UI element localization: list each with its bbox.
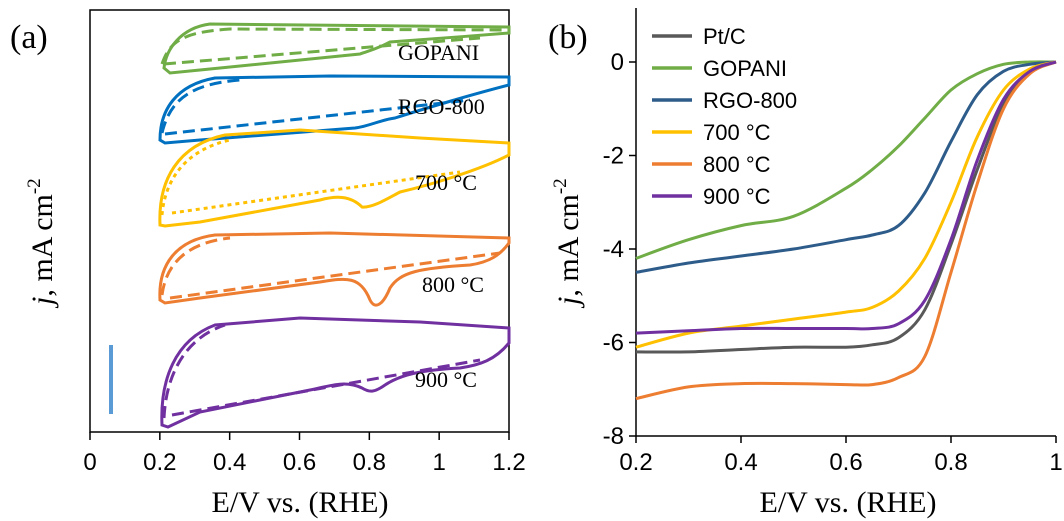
series-gopani-cv bbox=[160, 22, 511, 75]
panel-b-y-tick-label: -6 bbox=[603, 330, 624, 357]
label-700c: 700 °C bbox=[415, 170, 477, 195]
panel-a-x-axis: 0 0.2 0.4 0.6 0.8 1 1.2 bbox=[83, 432, 526, 476]
panel-b-y-label: j, mA cm-2 bbox=[550, 178, 585, 309]
legend-label-pt-c: Pt/C bbox=[703, 24, 746, 49]
panel-a-x-label: E/V vs. (RHE) bbox=[212, 486, 389, 519]
label-gopani: GOPANI bbox=[398, 40, 479, 65]
panel-b-letter: (b) bbox=[548, 19, 588, 56]
panel-a-x-tick-label: 1.2 bbox=[492, 449, 525, 476]
panel-a-x-tick-label: 0.4 bbox=[213, 449, 246, 476]
panel-b-axes: 0 -2 -4 -6 -80.2 0.4 0.6 0.8 1 bbox=[603, 8, 1063, 476]
panel-b-lines bbox=[635, 60, 1057, 401]
label-800c: 800 °C bbox=[422, 272, 484, 297]
panel-b-x-label: E/V vs. (RHE) bbox=[760, 486, 937, 519]
gopani-cv-dashed bbox=[160, 27, 510, 66]
line-800-c bbox=[635, 60, 1057, 401]
panel-a-y-label: j, mA cm-2 bbox=[24, 178, 59, 309]
line-700-c bbox=[635, 60, 1057, 349]
700c-cv-dotted bbox=[160, 138, 461, 216]
panel-a-x-tick-label: 1 bbox=[432, 449, 445, 476]
800c-cv-dashed bbox=[160, 236, 501, 300]
label-900c: 900 °C bbox=[415, 367, 477, 392]
line-rgo-800 bbox=[635, 60, 1057, 274]
panel-b-x-tick-label: 0.8 bbox=[934, 449, 967, 476]
gopani-cv-solid bbox=[162, 22, 511, 75]
series-700c-cv bbox=[158, 128, 511, 228]
panel-a-x-tick-label: 0.6 bbox=[283, 449, 316, 476]
rgo800-cv-solid bbox=[158, 74, 511, 145]
series-900c-cv bbox=[160, 316, 511, 429]
label-rgo800: RGO-800 bbox=[398, 94, 485, 119]
panel-a-letter: (a) bbox=[10, 19, 48, 56]
panel-b-x-tick-label: 0.2 bbox=[619, 449, 652, 476]
panel-b-y-tick-label: 0 bbox=[611, 49, 624, 76]
legend-label-rgo-800: RGO-800 bbox=[703, 88, 797, 113]
panel-a-x-tick-label: 0.2 bbox=[143, 449, 176, 476]
line-900-c bbox=[635, 60, 1057, 335]
panel-b-x-tick-label: 0.6 bbox=[829, 449, 862, 476]
series-800c-cv bbox=[158, 231, 511, 307]
legend-label-700-c: 700 °C bbox=[703, 120, 771, 145]
700c-cv-solid bbox=[158, 128, 511, 228]
800c-cv-solid bbox=[158, 231, 511, 307]
legend-label-gopani: GOPANI bbox=[703, 56, 787, 81]
panel-a: (a) 0 0.2 0.4 0.6 0.8 1 1.2 j, mA cm-2 E/V vs.… bbox=[10, 9, 526, 519]
panel-b-y-tick-label: -2 bbox=[603, 143, 624, 170]
900c-cv-solid bbox=[160, 316, 511, 429]
panel-b-y-tick-label: -8 bbox=[603, 423, 624, 450]
series-rgo800-cv bbox=[158, 74, 511, 145]
panel-a-x-tick-label: 0 bbox=[83, 449, 96, 476]
panel-b-legend: Pt/C GOPANI RGO-800 700 °C 800 °C 900 °C bbox=[652, 24, 797, 209]
panel-a-x-tick-label: 0.8 bbox=[353, 449, 386, 476]
legend-label-900-c: 900 °C bbox=[703, 184, 771, 209]
line-pt-c bbox=[635, 60, 1057, 354]
line-gopani bbox=[635, 60, 1057, 260]
panel-b: (b) j, mA cm-2 E/V vs. (RHE) 0-2-4-6-80.… bbox=[548, 8, 1063, 519]
legend-label-800-c: 800 °C bbox=[703, 152, 771, 177]
900c-cv-dashed bbox=[162, 323, 481, 419]
panel-b-x-tick-label: 1 bbox=[1049, 449, 1062, 476]
panel-b-x-tick-label: 0.4 bbox=[724, 449, 757, 476]
rgo800-cv-dashed bbox=[160, 78, 471, 136]
panel-b-y-tick-label: -4 bbox=[603, 236, 624, 263]
